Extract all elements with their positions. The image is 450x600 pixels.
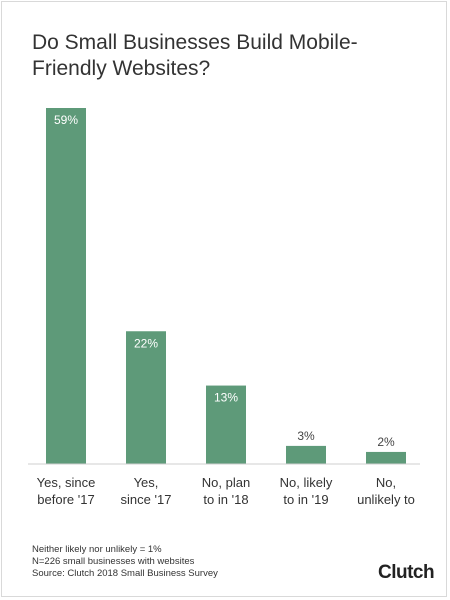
category-label-1: Yes, since '17 xyxy=(121,475,172,507)
value-label-3: 3% xyxy=(297,429,315,443)
category-label-4: No, unlikely to xyxy=(357,475,415,507)
value-label-4: 2% xyxy=(377,435,395,449)
category-label-0: Yes, since before '17 xyxy=(37,475,96,507)
value-label-1: 22% xyxy=(134,336,158,350)
footnote-source: Source: Clutch 2018 Small Business Surve… xyxy=(32,568,218,579)
value-label-2: 13% xyxy=(214,391,238,405)
category-label-2: No, plan to in '18 xyxy=(202,475,250,507)
bars-group: 59% 22% 13% 3% 2% xyxy=(46,108,406,464)
x-labels-group: Yes, since before '17 Yes, since '17 No, pla… xyxy=(37,475,415,507)
bar-1 xyxy=(126,331,166,464)
bar-0 xyxy=(46,108,86,464)
footnotes: Neither likely nor unlikely = 1% N=226 s… xyxy=(32,544,218,580)
category-label-3: No, likely to in '19 xyxy=(280,475,333,507)
footnote-neither: Neither likely nor unlikely = 1% xyxy=(32,544,162,555)
bar-4 xyxy=(366,451,406,464)
clutch-logo: Clutch xyxy=(378,562,435,583)
footnote-sample: N=226 small businesses with websites xyxy=(32,556,195,567)
chart-title: Do Small Businesses Build Mobile-Friendl… xyxy=(32,31,358,80)
bar-3 xyxy=(286,445,326,464)
value-label-0: 59% xyxy=(54,113,78,127)
bar-2 xyxy=(206,385,246,464)
